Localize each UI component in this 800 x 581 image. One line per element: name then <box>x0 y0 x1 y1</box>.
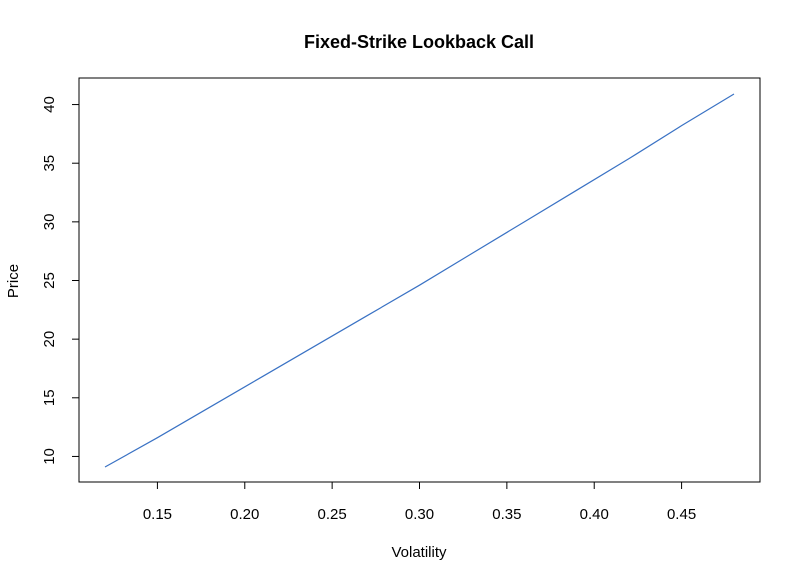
series-layer <box>104 93 735 468</box>
x-axis: 0.15 0.20 0.25 0.30 0.35 0.40 0.45 <box>143 481 696 523</box>
chart-title: Fixed-Strike Lookback Call <box>304 32 534 52</box>
y-tick-label: 40 <box>41 96 58 113</box>
x-tick-label: 0.15 <box>143 506 172 523</box>
x-tick-label: 0.20 <box>230 506 259 523</box>
y-axis-label: Price <box>5 264 22 298</box>
x-tick-label: 0.25 <box>318 506 347 523</box>
x-axis-label: Volatility <box>391 544 447 561</box>
y-tick-label: 30 <box>41 214 58 231</box>
y-tick-label: 15 <box>41 389 58 406</box>
x-tick-label: 0.45 <box>667 506 696 523</box>
x-tick-label: 0.30 <box>405 506 434 523</box>
y-tick-label: 20 <box>41 331 58 348</box>
plot-frame <box>78 77 761 483</box>
y-axis: 10 15 20 25 30 35 40 <box>41 96 80 465</box>
y-tick-label: 25 <box>41 272 58 289</box>
y-tick-label: 10 <box>41 448 58 465</box>
y-tick-label: 35 <box>41 155 58 172</box>
x-tick-label: 0.35 <box>492 506 521 523</box>
series-line <box>104 93 735 468</box>
x-tick-label: 0.40 <box>580 506 609 523</box>
